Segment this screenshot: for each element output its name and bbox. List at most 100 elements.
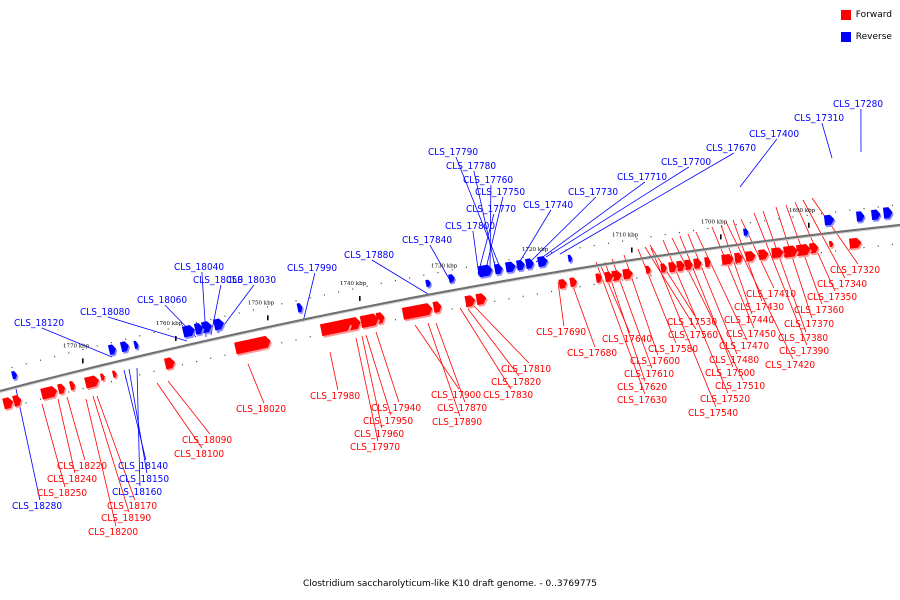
forward-gene[interactable] xyxy=(848,237,863,251)
forward-gene-label[interactable]: CLS_17390 xyxy=(779,346,829,357)
forward-gene[interactable] xyxy=(84,374,102,391)
forward-gene-label[interactable]: CLS_17360 xyxy=(794,305,844,316)
forward-gene[interactable] xyxy=(809,242,820,256)
reverse-gene[interactable] xyxy=(119,340,132,354)
forward-gene-label[interactable]: CLS_17580 xyxy=(648,344,698,355)
forward-gene-label[interactable]: CLS_18020 xyxy=(236,404,286,415)
forward-gene-label[interactable]: CLS_17340 xyxy=(817,279,867,290)
forward-gene-label[interactable]: CLS_17960 xyxy=(354,429,404,440)
forward-gene-label[interactable]: CLS_17950 xyxy=(363,416,413,427)
forward-gene-label[interactable]: CLS_17350 xyxy=(807,292,857,303)
reverse-gene[interactable] xyxy=(296,302,305,315)
forward-gene-label[interactable]: CLS_17430 xyxy=(734,302,784,313)
forward-gene[interactable] xyxy=(111,370,119,380)
reverse-gene-label[interactable]: CLS_17400 xyxy=(749,129,799,140)
reverse-gene-label[interactable]: CLS_17740 xyxy=(523,200,573,211)
reverse-gene[interactable] xyxy=(537,255,550,269)
reverse-gene-label[interactable]: CLS_17730 xyxy=(568,187,618,198)
forward-gene[interactable] xyxy=(684,259,695,273)
forward-gene-label[interactable]: CLS_17620 xyxy=(617,382,667,393)
forward-gene[interactable] xyxy=(432,300,444,315)
forward-gene[interactable] xyxy=(745,250,757,264)
legend-item-reverse[interactable]: Reverse xyxy=(840,31,892,43)
forward-gene-label[interactable]: CLS_17900 xyxy=(431,390,481,401)
reverse-gene-label[interactable]: CLS_17310 xyxy=(794,113,844,124)
reverse-gene[interactable] xyxy=(567,254,574,264)
reverse-gene-label[interactable]: CLS_18140 xyxy=(118,461,168,472)
forward-gene[interactable] xyxy=(475,292,488,307)
forward-gene-label[interactable]: CLS_18170 xyxy=(107,501,157,512)
forward-gene-label[interactable]: CLS_17420 xyxy=(765,360,815,371)
forward-gene-label[interactable]: CLS_17510 xyxy=(715,381,765,392)
forward-gene[interactable] xyxy=(611,270,624,284)
reverse-gene[interactable] xyxy=(882,207,894,221)
forward-gene-label[interactable]: CLS_17440 xyxy=(724,315,774,326)
reverse-gene-label[interactable]: CLS_17790 xyxy=(428,147,478,158)
forward-gene[interactable] xyxy=(99,373,107,383)
reverse-gene-label[interactable]: CLS_18060 xyxy=(137,295,187,306)
forward-gene[interactable] xyxy=(828,240,835,250)
forward-gene[interactable] xyxy=(569,277,579,289)
reverse-gene-label[interactable]: CLS_17710 xyxy=(617,172,667,183)
forward-gene[interactable] xyxy=(12,394,24,409)
forward-gene-label[interactable]: CLS_18190 xyxy=(101,513,151,524)
reverse-gene-label[interactable]: CLS_18030 xyxy=(226,275,276,286)
forward-gene[interactable] xyxy=(796,243,812,258)
forward-gene[interactable] xyxy=(2,396,16,412)
reverse-gene[interactable] xyxy=(133,340,140,351)
reverse-gene-label[interactable]: CLS_17990 xyxy=(287,263,337,274)
forward-gene[interactable] xyxy=(734,252,745,266)
forward-gene[interactable] xyxy=(163,356,178,372)
reverse-gene[interactable] xyxy=(425,279,433,289)
reverse-gene-label[interactable]: CLS_17780 xyxy=(446,161,496,172)
forward-gene-label[interactable]: CLS_17830 xyxy=(483,390,533,401)
reverse-gene-label[interactable]: CLS_17280 xyxy=(833,99,883,110)
forward-gene[interactable] xyxy=(359,312,381,330)
forward-gene-label[interactable]: CLS_17980 xyxy=(310,391,360,402)
forward-gene[interactable] xyxy=(676,260,687,274)
forward-gene-label[interactable]: CLS_17680 xyxy=(567,348,617,359)
forward-gene[interactable] xyxy=(401,302,435,322)
forward-gene[interactable] xyxy=(234,335,273,357)
forward-gene[interactable] xyxy=(558,278,569,291)
reverse-gene[interactable] xyxy=(516,259,527,273)
forward-gene-label[interactable]: CLS_17890 xyxy=(432,417,482,428)
forward-gene[interactable] xyxy=(668,261,679,275)
forward-gene-label[interactable]: CLS_17630 xyxy=(617,395,667,406)
forward-gene-label[interactable]: CLS_17530 xyxy=(667,317,717,328)
reverse-gene-label[interactable]: CLS_17750 xyxy=(475,187,525,198)
forward-gene-label[interactable]: CLS_17820 xyxy=(491,377,541,388)
forward-gene[interactable] xyxy=(40,385,60,402)
forward-gene-label[interactable]: CLS_17810 xyxy=(501,364,551,375)
forward-gene[interactable] xyxy=(645,265,653,276)
forward-gene[interactable] xyxy=(660,263,669,275)
forward-gene-label[interactable]: CLS_17520 xyxy=(700,394,750,405)
forward-gene-label[interactable]: CLS_17560 xyxy=(668,330,718,341)
forward-gene[interactable] xyxy=(69,380,77,393)
reverse-gene[interactable] xyxy=(855,211,866,224)
reverse-gene-label[interactable]: CLS_18080 xyxy=(80,307,130,318)
reverse-gene-label[interactable]: CLS_17800 xyxy=(445,221,495,232)
forward-gene[interactable] xyxy=(464,294,478,309)
reverse-gene[interactable] xyxy=(193,322,206,337)
forward-gene[interactable] xyxy=(783,245,800,260)
forward-gene[interactable] xyxy=(693,258,704,271)
reverse-gene[interactable] xyxy=(493,263,505,277)
forward-gene-label[interactable]: CLS_18240 xyxy=(47,474,97,485)
forward-gene-label[interactable]: CLS_17640 xyxy=(602,334,652,345)
forward-gene-label[interactable]: CLS_17970 xyxy=(350,442,400,453)
reverse-gene[interactable] xyxy=(212,317,227,333)
forward-gene-label[interactable]: CLS_17410 xyxy=(746,289,796,300)
forward-gene[interactable] xyxy=(604,271,615,285)
forward-gene-label[interactable]: CLS_18250 xyxy=(37,488,87,499)
legend-item-forward[interactable]: Forward xyxy=(840,9,892,21)
forward-gene-label[interactable]: CLS_18100 xyxy=(174,449,224,460)
forward-gene-label[interactable]: CLS_17870 xyxy=(437,403,487,414)
forward-gene-label[interactable]: CLS_17690 xyxy=(536,327,586,338)
reverse-gene[interactable] xyxy=(823,214,836,228)
reverse-gene[interactable] xyxy=(477,264,495,280)
reverse-gene-label[interactable]: CLS_17700 xyxy=(661,157,711,168)
forward-gene[interactable] xyxy=(704,256,713,270)
reverse-gene-label[interactable]: CLS_17840 xyxy=(402,235,452,246)
reverse-gene[interactable] xyxy=(107,343,119,357)
